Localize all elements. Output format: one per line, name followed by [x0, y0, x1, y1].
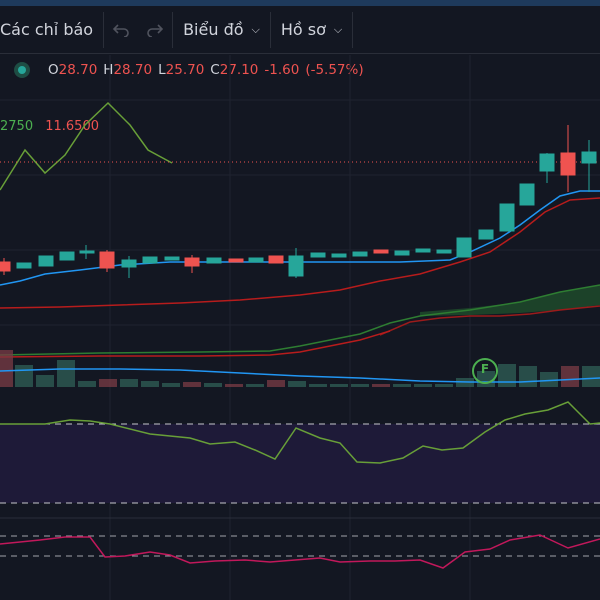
undo-icon[interactable]: [104, 6, 138, 53]
ohlc-legend: O 28.70 H 28.70 L 25.70 C 27.10 -1.60 (-5.57…: [14, 62, 370, 78]
close-value: 27.10: [219, 62, 259, 78]
indicator-line-lowgreen: [0, 284, 600, 356]
profile-menu-label: Hồ sơ: [280, 20, 326, 39]
chart-menu-button[interactable]: Biểu đồ ⌵: [173, 6, 270, 53]
indicator-line-lowred: [0, 330, 391, 358]
oscillator-2-line: [0, 534, 600, 569]
open-label: O: [48, 62, 59, 78]
change-value: -1.60: [264, 62, 300, 78]
indicator-line-blue: [0, 190, 600, 286]
indicator-line-red: [0, 197, 600, 309]
close-label: C: [210, 62, 220, 78]
indicator-line-green: [0, 101, 173, 191]
market-status-icon[interactable]: [14, 62, 30, 78]
cloud-area: [420, 285, 600, 316]
oscillator-pane-1-bg: [0, 424, 600, 503]
top-accent-bar: [0, 0, 600, 6]
chevron-down-icon: ⌵: [251, 22, 260, 36]
oscillator-1-line: [0, 401, 600, 464]
high-value: 28.70: [113, 62, 153, 78]
event-marker-label: F: [480, 362, 490, 376]
indicators-button[interactable]: Các chỉ báo: [0, 20, 94, 39]
chevron-down-icon: ⌵: [333, 22, 343, 36]
toolbar-divider: [103, 11, 105, 48]
open-value: 28.70: [58, 62, 98, 78]
volume-bars: [0, 350, 600, 387]
indicator-value-2: 11.6500: [45, 119, 99, 134]
main-grid: [0, 55, 600, 600]
low-value: 25.70: [165, 62, 205, 78]
toolbar-divider: [269, 11, 271, 48]
toolbar-divider: [172, 11, 174, 48]
indicator-line-darkred: [379, 305, 600, 336]
indicator-value-1: 2750: [0, 119, 34, 134]
toolbar-divider: [352, 11, 354, 48]
chart-menu-label: Biểu đồ: [183, 20, 244, 39]
candles: [0, 125, 597, 278]
volume-ma-line: [0, 368, 600, 383]
high-label: H: [103, 62, 114, 78]
low-label: L: [158, 62, 166, 78]
redo-icon[interactable]: [138, 6, 172, 53]
chart-toolbar: Các chỉ báo Biểu đồ ⌵ Hồ sơ ⌵: [0, 6, 600, 54]
change-percent: (-5.57%): [305, 62, 364, 78]
profile-menu-button[interactable]: Hồ sơ ⌵: [271, 6, 352, 53]
indicator-legend: 2750 11.6500: [0, 119, 107, 134]
